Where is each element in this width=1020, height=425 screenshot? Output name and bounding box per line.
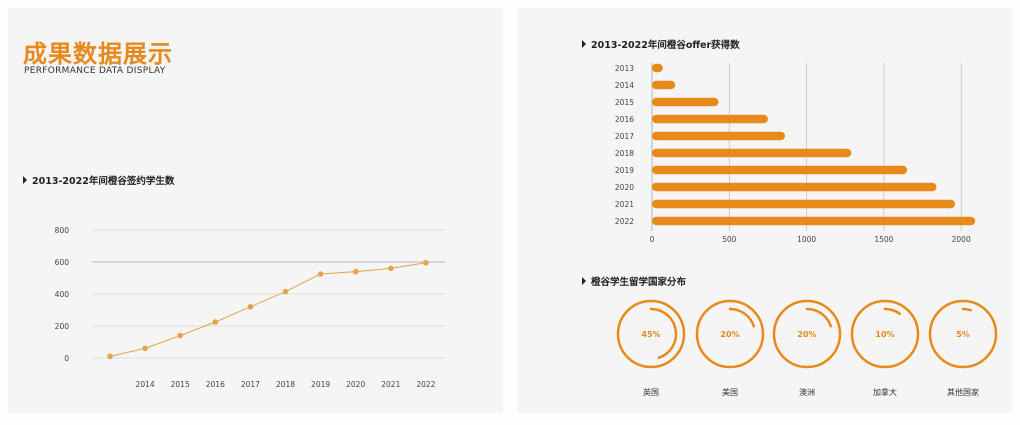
bar — [652, 148, 852, 158]
data-point — [282, 288, 289, 295]
ring-chart-title: 橙谷学生留学国家分布 — [591, 277, 687, 288]
page-subtitle: PERFORMANCE DATA DISPLAY — [24, 66, 166, 76]
data-point — [177, 332, 183, 339]
country-ring: 10% 加拿大 — [845, 297, 925, 397]
ring-svg: 20% — [695, 299, 765, 369]
x-tick-label: 2020 — [346, 380, 365, 389]
x-tick-label: 2000 — [952, 235, 971, 244]
y-tick-label: 800 — [55, 226, 70, 235]
triangle-marker-icon — [582, 277, 586, 285]
bar — [652, 63, 663, 73]
ring-country-label: 美国 — [722, 388, 738, 397]
y-tick-label: 0 — [64, 354, 69, 363]
line-chart-title: 2013-2022年间橙谷签约学生数 — [32, 176, 175, 187]
ring-svg: 5% — [928, 299, 998, 369]
y-tick-label: 2013 — [615, 64, 634, 73]
outer-ring — [772, 299, 842, 369]
x-tick-label: 2022 — [416, 380, 435, 389]
line-chart: 0 200 400 600 800 2014 2015 2016 2017 2018 2019 202… — [55, 226, 445, 389]
y-tick-label: 200 — [55, 322, 70, 331]
y-tick-label: 2017 — [615, 132, 634, 141]
y-tick-label: 2014 — [615, 81, 634, 90]
bar-chart: 0 500 1000 1500 2000 2013 2014 2015 2016 2017 2018… — [615, 63, 976, 244]
ring-country-label: 澳洲 — [799, 388, 815, 397]
ring-percent: 20% — [797, 330, 816, 339]
x-tick-label: 2021 — [381, 380, 400, 389]
outer-ring — [616, 299, 686, 369]
ring-percent: 20% — [720, 330, 739, 339]
data-point — [352, 268, 359, 275]
bar — [652, 97, 719, 107]
bar — [652, 114, 768, 124]
x-tick-label: 2015 — [171, 380, 190, 389]
bar — [652, 199, 956, 209]
y-tick-label: 2015 — [615, 98, 634, 107]
bar — [652, 80, 676, 90]
y-tick-label: 2016 — [615, 115, 634, 124]
left-panel — [8, 8, 503, 413]
ring-chart-section-title: 橙谷学生留学国家分布 — [582, 274, 686, 288]
ring-percent: 5% — [956, 330, 970, 339]
x-tick-label: 1000 — [797, 235, 816, 244]
page-title: 成果数据展示 — [23, 40, 173, 68]
progress-arc — [649, 307, 678, 360]
ring-country-label: 加拿大 — [873, 388, 897, 397]
x-tick-label: 2017 — [241, 380, 260, 389]
bar — [652, 216, 976, 226]
progress-arc — [728, 307, 756, 328]
x-tick-label: 2014 — [136, 380, 155, 389]
data-point — [107, 353, 113, 360]
bar-chart-section-title: 2013-2022年间橙谷offer获得数 — [582, 37, 740, 51]
x-tick-label: 0 — [650, 235, 655, 244]
x-tick-label: 1500 — [874, 235, 893, 244]
data-point — [142, 345, 148, 352]
y-tick-label: 2022 — [615, 217, 634, 226]
y-tick-label: 600 — [55, 258, 70, 267]
progress-arc — [883, 307, 901, 316]
country-ring: 5% 其他国家 — [923, 297, 1003, 397]
outer-ring — [928, 299, 998, 369]
x-tick-label: 2016 — [206, 380, 225, 389]
triangle-marker-icon — [582, 40, 586, 48]
data-point — [423, 260, 429, 266]
bar — [652, 165, 908, 175]
ring-percent: 10% — [875, 330, 894, 339]
series-line — [109, 262, 426, 357]
y-tick-label: 2019 — [615, 166, 634, 175]
outer-ring — [850, 299, 920, 369]
ring-svg: 45% — [616, 299, 686, 369]
country-ring: 45% 英国 — [611, 297, 691, 397]
outer-ring — [695, 299, 765, 369]
ring-svg: 10% — [850, 299, 920, 369]
bar — [652, 131, 785, 141]
ring-country-label: 其他国家 — [947, 388, 979, 397]
line-chart-section-title: 2013-2022年间橙谷签约学生数 — [23, 173, 174, 187]
y-tick-label: 400 — [55, 290, 70, 299]
data-point — [247, 304, 254, 310]
progress-arc — [961, 307, 972, 312]
country-ring: 20% 澳洲 — [767, 297, 847, 397]
triangle-marker-icon — [23, 176, 27, 184]
data-point — [212, 319, 219, 325]
ring-country-label: 英国 — [643, 388, 659, 397]
x-tick-label: 500 — [722, 235, 737, 244]
progress-arc — [805, 307, 833, 328]
y-tick-label: 2020 — [615, 183, 634, 192]
ring-svg: 20% — [772, 299, 842, 369]
bar-chart-title: 2013-2022年间橙谷offer获得数 — [591, 40, 740, 51]
x-tick-label: 2019 — [311, 380, 330, 389]
bar — [652, 182, 937, 192]
y-tick-label: 2018 — [615, 149, 634, 158]
ring-percent: 45% — [641, 330, 660, 339]
data-point — [388, 265, 394, 272]
x-tick-label: 2018 — [276, 380, 295, 389]
country-ring: 20% 美国 — [690, 297, 770, 397]
y-tick-label: 2021 — [615, 200, 634, 209]
right-panel — [517, 8, 1012, 413]
data-point — [317, 271, 324, 277]
